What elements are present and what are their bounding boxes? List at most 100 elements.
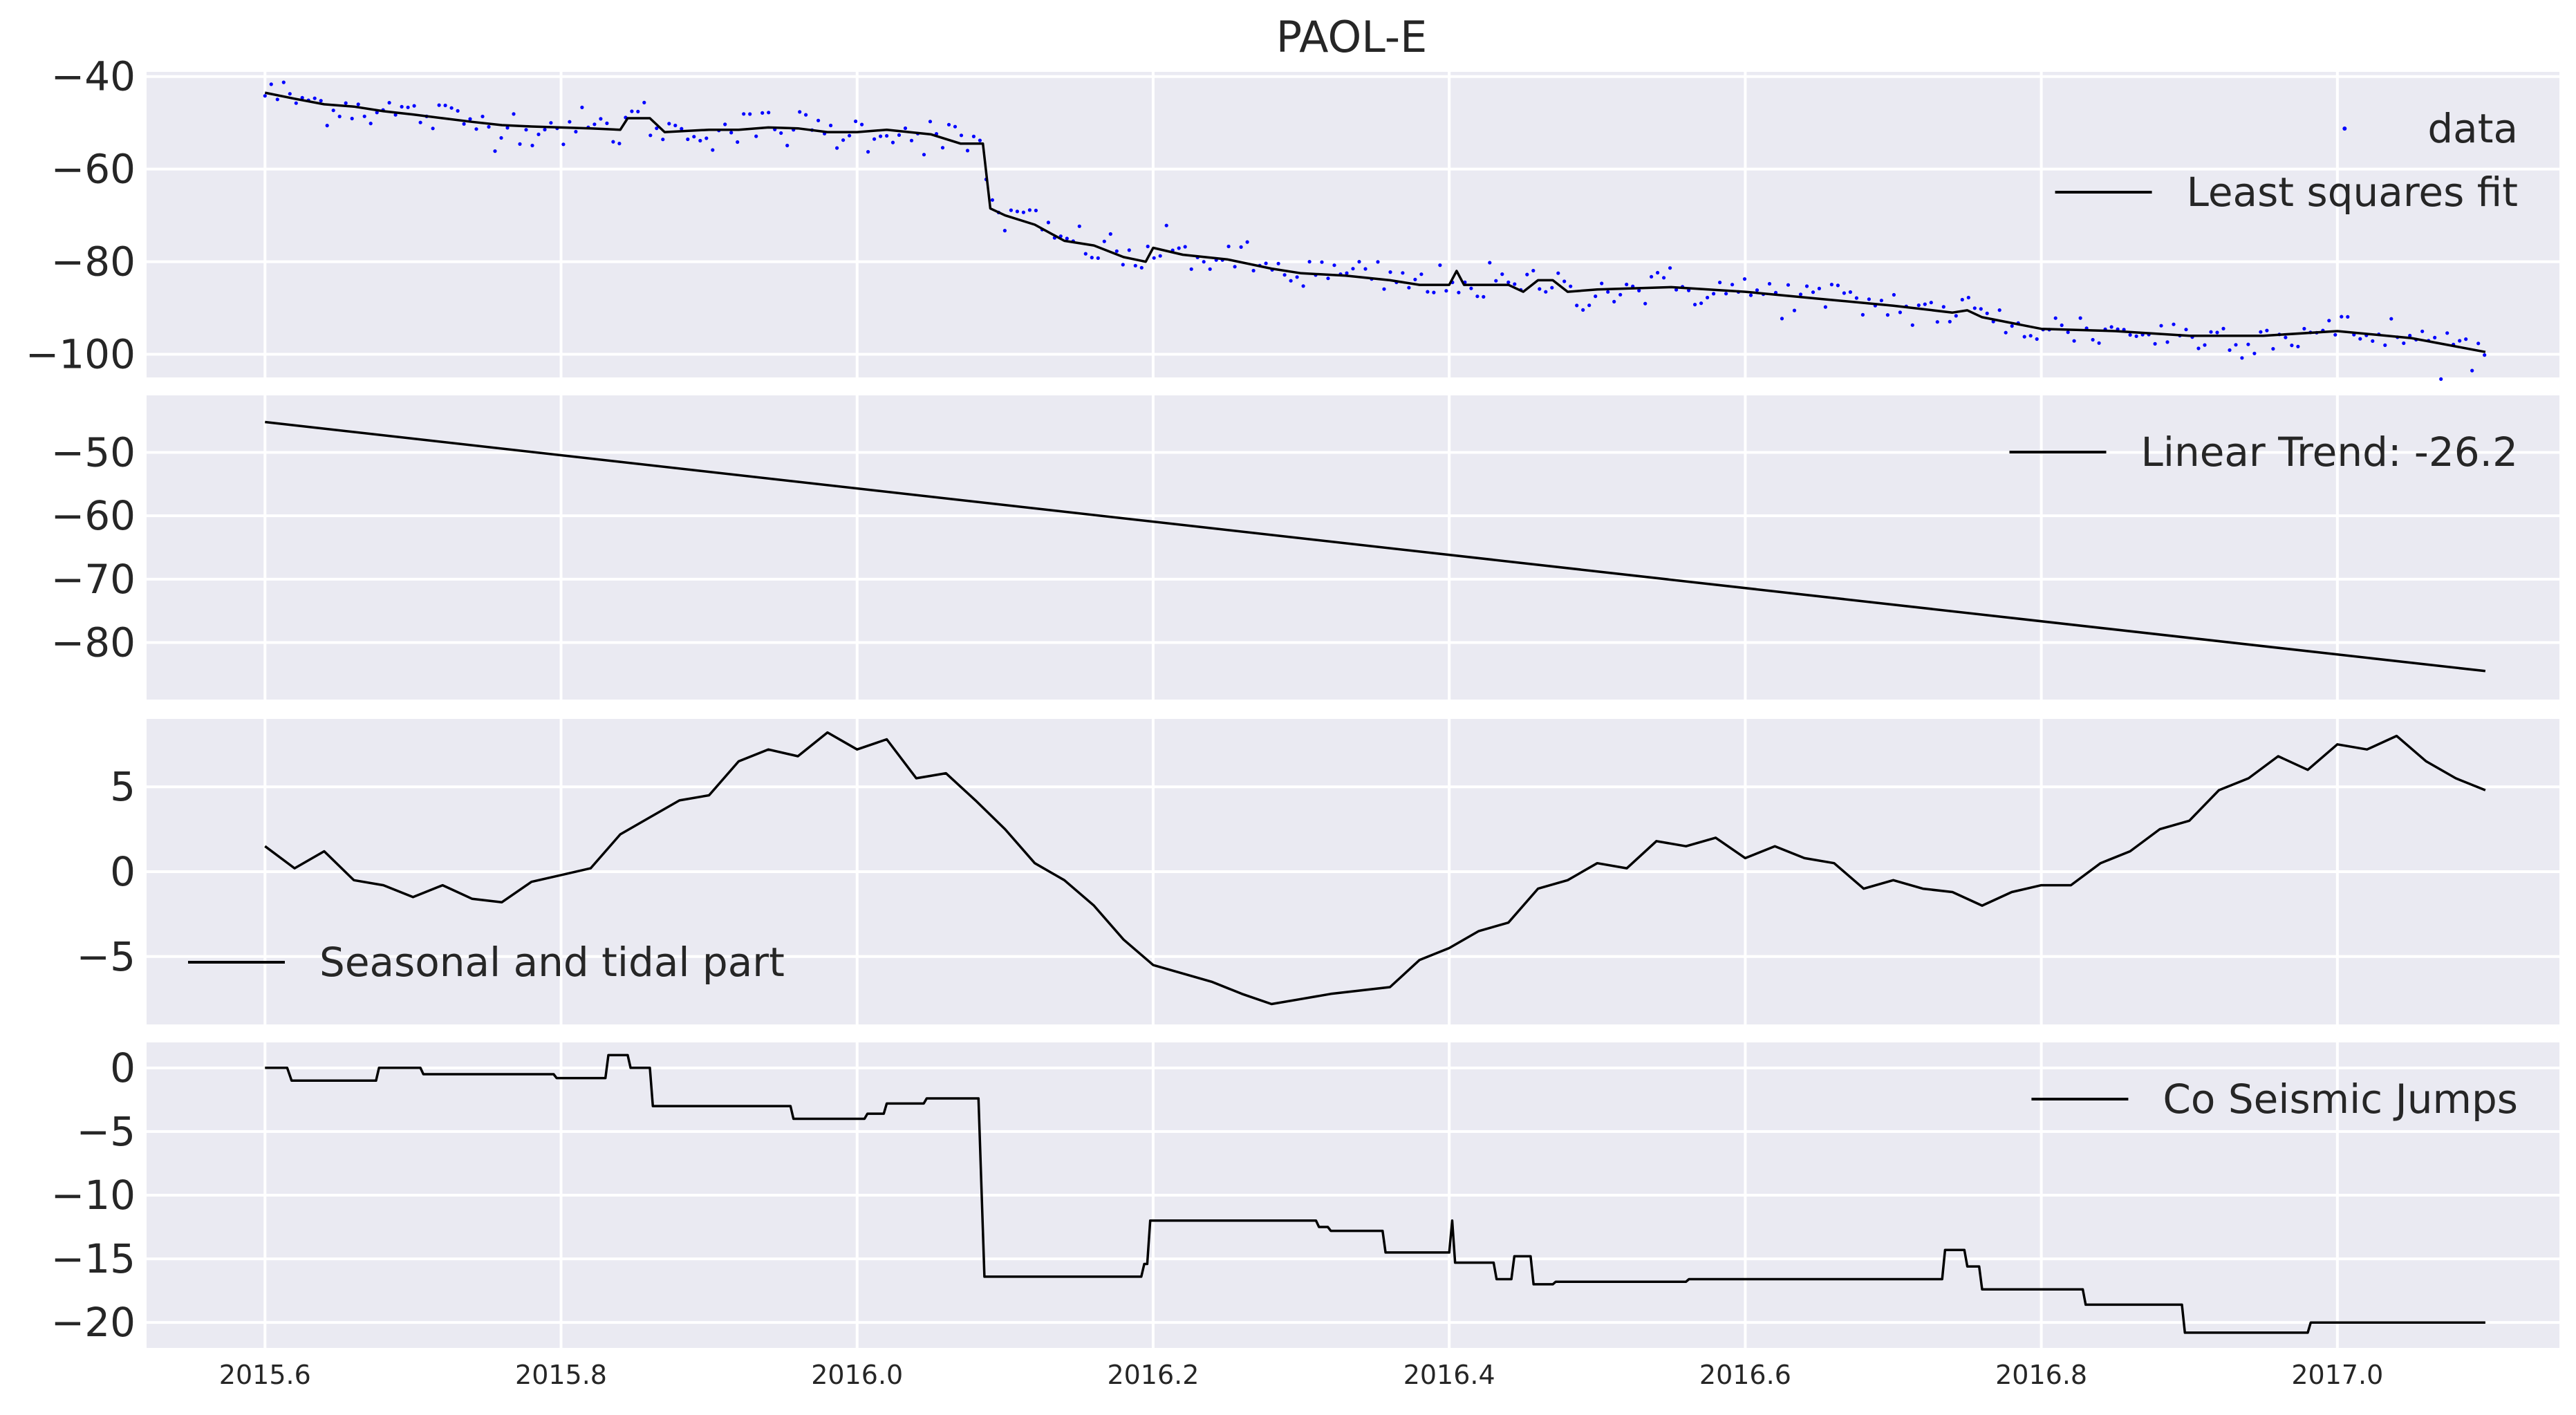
data-point — [1531, 268, 1536, 273]
data-point — [1189, 267, 1193, 271]
data-point — [1469, 286, 1473, 290]
panel-background — [147, 72, 2559, 377]
data-point — [2010, 324, 2014, 328]
data-point — [1767, 281, 1772, 286]
data-point — [2340, 315, 2344, 319]
data-point — [2196, 346, 2201, 350]
data-point — [1326, 277, 1330, 281]
data-point — [1183, 245, 1187, 249]
series-line — [264, 91, 2486, 353]
legend-label: Seasonal and tidal part — [319, 939, 785, 986]
data-point — [711, 148, 715, 152]
data-point — [1941, 305, 1945, 309]
data-point — [1133, 263, 1137, 268]
data-point — [275, 97, 279, 102]
data-point — [1276, 261, 1280, 265]
data-point — [487, 124, 491, 129]
data-point — [1966, 295, 1970, 300]
data-point — [1506, 280, 1511, 284]
data-point — [1693, 303, 1697, 307]
data-point — [1127, 248, 1131, 252]
data-point — [2476, 341, 2481, 346]
data-point — [1885, 313, 1889, 317]
data-point — [449, 106, 454, 110]
data-point — [2097, 341, 2101, 345]
data-point — [630, 109, 634, 113]
data-point — [288, 92, 292, 96]
data-point — [636, 109, 640, 113]
data-point — [269, 82, 273, 86]
data-point — [841, 138, 846, 142]
x-tick-label: 2015.6 — [219, 1360, 311, 1390]
data-point — [344, 101, 348, 105]
data-point — [990, 198, 994, 202]
data-point — [680, 126, 684, 131]
data-point — [673, 123, 678, 128]
data-point — [971, 134, 976, 138]
data-point — [1438, 263, 1442, 268]
data-point — [2234, 343, 2238, 347]
legend: Co Seismic Jumps — [2031, 1076, 2518, 1123]
data-point — [754, 134, 758, 138]
data-point — [2053, 316, 2057, 320]
data-point — [897, 133, 902, 137]
data-point — [1637, 288, 1641, 292]
data-point — [1804, 284, 1809, 288]
data-point — [2265, 328, 2269, 332]
data-point — [1407, 285, 1411, 290]
data-point — [400, 104, 404, 109]
data-point — [1083, 252, 1088, 256]
data-point — [1164, 223, 1168, 227]
data-point — [1525, 272, 1529, 277]
panel-background — [147, 395, 2559, 700]
data-point — [1550, 285, 1554, 290]
data-point — [505, 126, 510, 130]
data-point — [816, 118, 821, 122]
data-point — [2128, 332, 2132, 337]
data-point — [2259, 330, 2263, 334]
data-point — [1587, 303, 1592, 308]
data-point — [860, 122, 864, 126]
data-point — [1426, 290, 1430, 294]
data-point — [1706, 295, 1710, 300]
data-point — [443, 103, 447, 108]
data-point — [1935, 320, 1939, 324]
data-point — [2035, 337, 2039, 341]
data-point — [1892, 292, 1896, 297]
data-point — [804, 113, 808, 117]
legend-label: Linear Trend: -26.2 — [2141, 429, 2518, 476]
data-point — [1538, 287, 1542, 291]
data-point — [1854, 296, 1858, 300]
data-point — [1046, 221, 1050, 225]
data-point — [854, 119, 858, 124]
data-point — [1376, 260, 1380, 264]
data-point — [686, 137, 690, 142]
data-point — [866, 150, 870, 154]
data-point — [2109, 325, 2113, 329]
data-point — [2209, 330, 2213, 334]
data-point — [2246, 342, 2250, 346]
data-point — [785, 143, 790, 148]
data-point — [480, 114, 485, 119]
data-point — [2165, 340, 2169, 344]
panel-1: −40 −60 −80 −100 data Least squares fit — [26, 53, 2559, 382]
data-point — [2252, 351, 2257, 355]
data-point — [2091, 337, 2095, 342]
y-tick-label: −60 — [51, 146, 136, 193]
data-point — [1668, 266, 1672, 270]
data-point — [418, 120, 422, 124]
data-point — [2159, 324, 2163, 328]
x-tick-label: 2016.6 — [1699, 1360, 1791, 1390]
data-point — [1674, 288, 1679, 292]
data-point — [1152, 256, 1156, 260]
data-point — [1780, 317, 1784, 321]
data-point — [1656, 270, 1660, 275]
data-point — [661, 138, 665, 142]
data-point — [2290, 344, 2294, 348]
x-tick-label: 2016.4 — [1403, 1360, 1495, 1390]
data-point — [1948, 319, 1952, 324]
data-point — [1419, 272, 1424, 277]
data-point — [1500, 272, 1504, 277]
y-tick-label: 0 — [110, 848, 136, 895]
